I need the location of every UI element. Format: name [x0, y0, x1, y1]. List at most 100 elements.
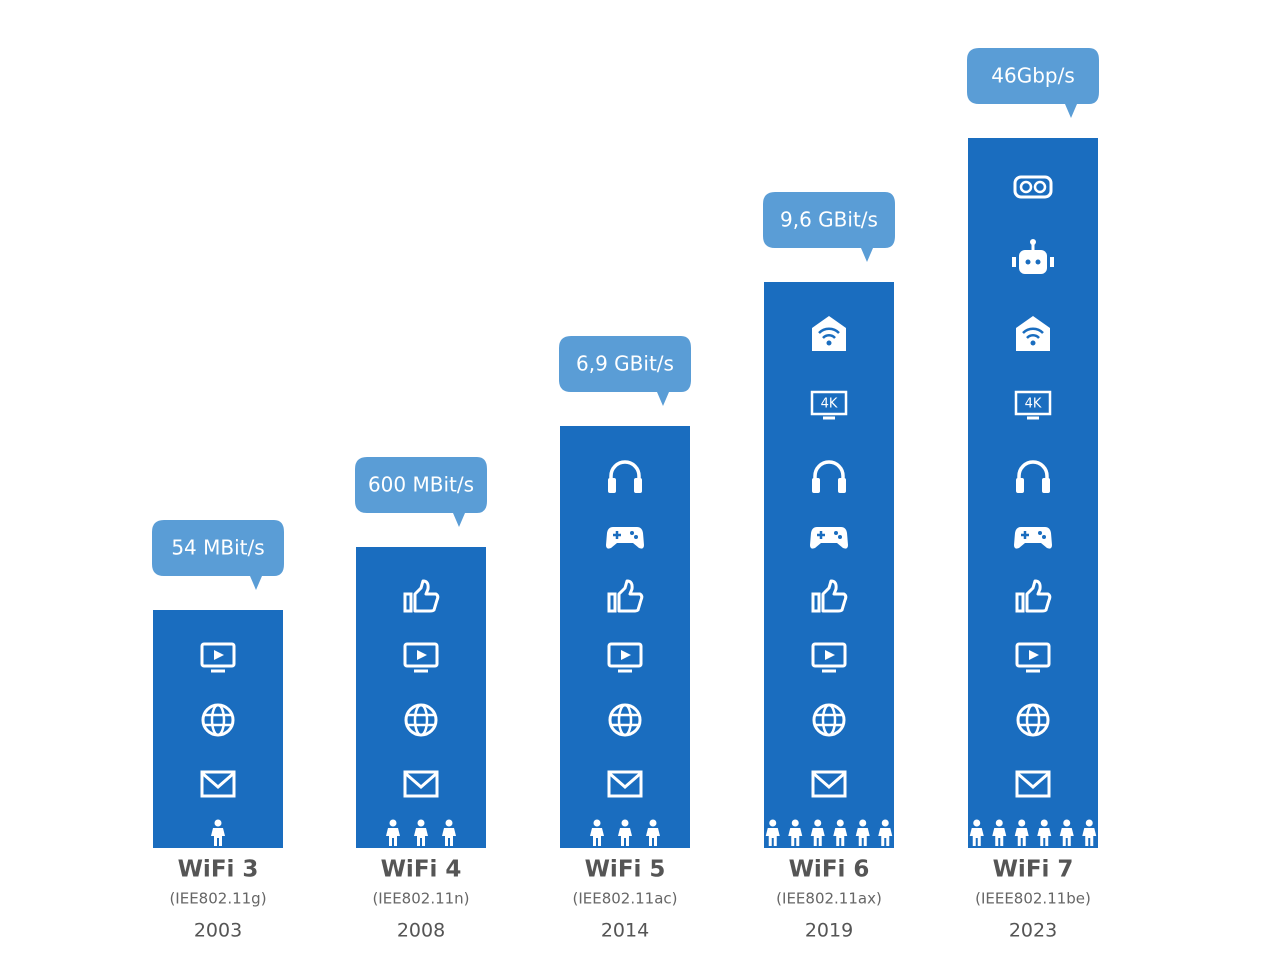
person-body	[992, 828, 1007, 846]
person-icon	[211, 819, 225, 846]
feature-icon	[1014, 527, 1052, 549]
globe-meridian	[413, 703, 429, 737]
feature-icon: 4K	[1014, 390, 1052, 420]
person-icon	[414, 819, 428, 846]
globe-meridian	[1025, 703, 1041, 737]
tv-play	[417, 650, 427, 660]
feature-icon	[404, 703, 438, 737]
person-body	[1014, 828, 1029, 846]
column-bar	[356, 547, 486, 848]
robot-ear	[1012, 257, 1016, 267]
feature-icon	[403, 770, 439, 798]
feature-icon	[811, 642, 847, 673]
wifi-column: 9,6 GBit/s 4K WiFi 6 (IEE802.11ax) 2019	[763, 192, 895, 942]
feature-icon	[1013, 175, 1053, 199]
tv-play	[825, 650, 835, 660]
person-body	[788, 828, 803, 846]
person-body	[618, 828, 632, 846]
person-head	[814, 819, 822, 827]
person-icon	[386, 819, 400, 846]
uhd-icon	[810, 390, 848, 416]
mail-icon	[200, 770, 236, 798]
robot-icon	[1019, 250, 1047, 274]
thumb-hand	[821, 579, 848, 613]
mail-icon	[811, 770, 847, 798]
person-head	[1063, 819, 1071, 827]
mail-icon	[1015, 770, 1051, 798]
person-icon	[1082, 819, 1097, 846]
person-icon	[833, 819, 848, 846]
globe-meridian	[821, 703, 837, 737]
person-head	[214, 819, 222, 827]
column-bar	[560, 426, 690, 848]
tv-icon	[200, 642, 236, 668]
feature-icon	[1012, 239, 1054, 274]
mail-flap	[608, 771, 642, 789]
feature-icon	[403, 642, 439, 673]
person-icon	[442, 819, 456, 846]
tv-play	[1029, 650, 1039, 660]
wifi-column: 46Gbp/s 4K WiFi 7 (IEEE802.11be) 2023	[967, 48, 1099, 942]
speed-label: 54 MBit/s	[171, 536, 264, 560]
person-head	[836, 819, 844, 827]
person-icon	[765, 819, 780, 846]
person-body	[810, 828, 825, 846]
thumb-hand	[617, 579, 644, 613]
mail-flap	[404, 771, 438, 789]
mail-icon	[403, 770, 439, 798]
person-icon	[590, 819, 604, 846]
person-head	[769, 819, 777, 827]
thumb-icon	[1015, 592, 1025, 613]
person-body	[1082, 828, 1097, 846]
person-icon	[992, 819, 1007, 846]
thumb-icon	[811, 592, 821, 613]
person-body	[414, 828, 428, 846]
person-head	[1040, 819, 1048, 827]
gamepad-button	[630, 531, 634, 535]
speed-bubble	[559, 336, 691, 406]
person-icon	[788, 819, 803, 846]
person-head	[621, 819, 629, 827]
thumb-icon	[403, 592, 413, 613]
gamepad-cross	[613, 531, 621, 539]
home-wifi-dot	[1030, 340, 1036, 346]
feature-icon	[200, 770, 236, 798]
person-icon	[810, 819, 825, 846]
person-icon	[1014, 819, 1029, 846]
person-icon	[855, 819, 870, 846]
person-head	[791, 819, 799, 827]
mail-flap	[812, 771, 846, 789]
person-head	[881, 819, 889, 827]
tv-icon	[811, 642, 847, 668]
tv-play	[214, 650, 224, 660]
robot-eye	[1035, 259, 1041, 265]
mail-flap	[1016, 771, 1050, 789]
person-head	[417, 819, 425, 827]
person-icon	[878, 819, 893, 846]
feature-icon	[607, 642, 643, 673]
person-body	[1037, 828, 1052, 846]
feature-icon	[1016, 703, 1050, 737]
headphones-icon	[813, 460, 845, 484]
globe-meridian	[617, 703, 633, 737]
column-bar	[764, 282, 894, 848]
feature-icon	[403, 579, 440, 613]
feature-icon	[1016, 316, 1050, 351]
feature-icon	[607, 579, 644, 613]
standard-code: (IEE802.11g)	[169, 890, 266, 908]
uhd-label: 4K	[821, 397, 838, 412]
person-body	[833, 828, 848, 846]
standard-code: (IEEE802.11be)	[975, 890, 1091, 908]
standard-code: (IEE802.11n)	[372, 890, 469, 908]
feature-icon	[607, 770, 643, 798]
tv-icon	[403, 642, 439, 668]
speed-bubble	[763, 192, 895, 262]
speed-label: 46Gbp/s	[991, 64, 1075, 88]
person-head	[1085, 819, 1093, 827]
robot-ear	[1050, 257, 1054, 267]
speed-bubble	[152, 520, 284, 590]
home-wifi	[818, 327, 840, 339]
wifi-column: 54 MBit/s WiFi 3 (IEE802.11g) 2003	[152, 520, 284, 942]
standard-code: (IEE802.11ax)	[776, 890, 882, 908]
